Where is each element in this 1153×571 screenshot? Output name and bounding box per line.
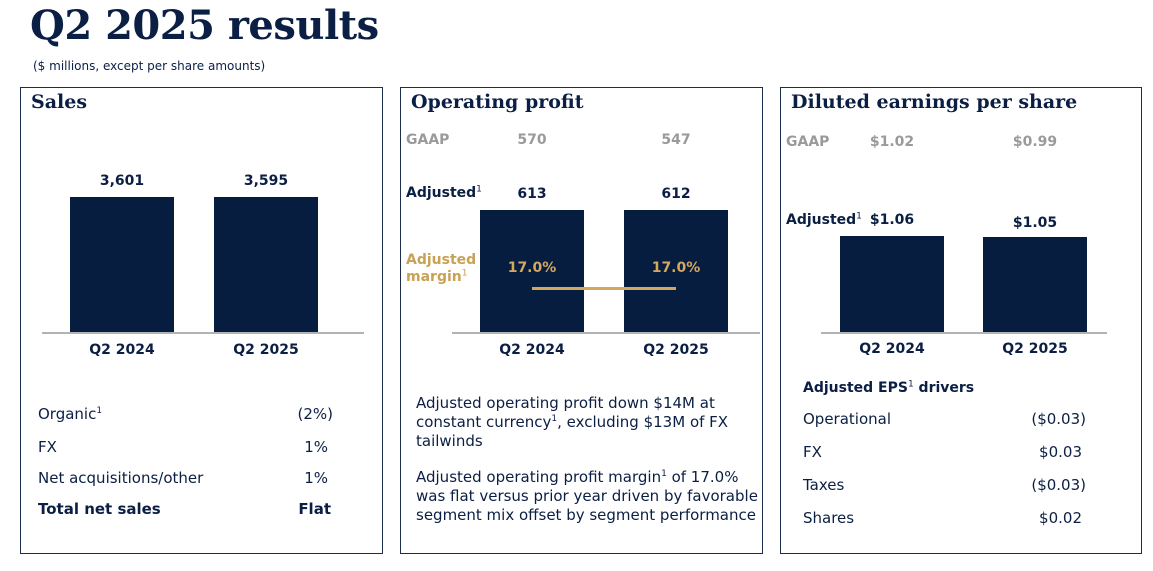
page-title: Q2 2025 results bbox=[30, 2, 379, 49]
x-axis-label: Q2 2024 bbox=[859, 341, 925, 357]
eps-driver-value: ($0.03) bbox=[1031, 476, 1086, 494]
eps-panel: Diluted earnings per share GAAP $1.02 $0… bbox=[780, 87, 1142, 554]
sales-panel: Sales 3,601 3,595 Q2 2024 Q2 2025 Organi… bbox=[20, 87, 383, 554]
eps-driver-label: FX bbox=[803, 443, 822, 461]
adjusted-label: Adjusted1 bbox=[406, 184, 482, 201]
gaap-label: GAAP bbox=[786, 134, 830, 150]
sales-row-label: FX bbox=[38, 438, 57, 456]
adjusted-label: Adjusted1 bbox=[786, 211, 862, 228]
adjusted-margin-label: Adjusted margin1 bbox=[406, 252, 477, 285]
commentary-paragraph: Adjusted operating profit margin1 of 17.… bbox=[416, 468, 758, 524]
page-subtitle: ($ millions, except per share amounts) bbox=[33, 59, 266, 73]
sales-bar-q2-2024 bbox=[70, 197, 174, 332]
eps-driver-label: Taxes bbox=[803, 476, 845, 494]
bar-value-label: 3,601 bbox=[99, 173, 145, 189]
x-axis-label: Q2 2024 bbox=[499, 342, 565, 358]
commentary-paragraph: Adjusted operating profit down $14M at c… bbox=[416, 394, 729, 450]
gaap-value: 570 bbox=[517, 132, 547, 148]
operating-profit-bar-q2-2025 bbox=[624, 210, 728, 332]
operating-profit-bar-q2-2024 bbox=[480, 210, 584, 332]
sales-row-value: 1% bbox=[304, 469, 328, 487]
eps-baseline bbox=[821, 332, 1107, 334]
sales-total-value: Flat bbox=[298, 500, 331, 518]
operating-profit-baseline bbox=[452, 332, 760, 334]
margin-trend-line bbox=[532, 287, 676, 290]
bar-value-label: $1.05 bbox=[1012, 215, 1058, 231]
eps-driver-value: $0.02 bbox=[1039, 509, 1082, 527]
bar-value-label: 3,595 bbox=[243, 173, 289, 189]
eps-bar-q2-2024 bbox=[840, 236, 944, 332]
eps-driver-value: ($0.03) bbox=[1031, 410, 1086, 428]
bar-value-label: $1.06 bbox=[869, 212, 915, 228]
gaap-value: $0.99 bbox=[1012, 134, 1058, 150]
sales-panel-title: Sales bbox=[31, 91, 88, 113]
bar-value-label: 613 bbox=[517, 186, 547, 202]
sales-row-label: Net acquisitions/other bbox=[38, 469, 204, 487]
eps-bar-q2-2025 bbox=[983, 237, 1087, 332]
bar-value-label: 612 bbox=[661, 186, 691, 202]
margin-value: 17.0% bbox=[507, 260, 557, 276]
gaap-value: 547 bbox=[661, 132, 691, 148]
gaap-label: GAAP bbox=[406, 132, 450, 148]
sales-row-label: Organic1 bbox=[38, 405, 103, 423]
margin-value: 17.0% bbox=[651, 260, 701, 276]
operating-profit-panel: Operating profit GAAP 570 547 Adjusted1 … bbox=[400, 87, 763, 554]
sales-row-value: (2%) bbox=[297, 405, 333, 423]
eps-driver-label: Operational bbox=[803, 410, 892, 428]
eps-driver-label: Shares bbox=[803, 509, 855, 527]
eps-panel-title: Diluted earnings per share bbox=[791, 91, 1078, 113]
x-axis-label: Q2 2024 bbox=[89, 342, 155, 358]
x-axis-label: Q2 2025 bbox=[1002, 341, 1068, 357]
sales-baseline bbox=[42, 332, 364, 334]
x-axis-label: Q2 2025 bbox=[643, 342, 709, 358]
sales-total-label: Total net sales bbox=[38, 500, 161, 518]
x-axis-label: Q2 2025 bbox=[233, 342, 299, 358]
sales-row-value: 1% bbox=[304, 438, 328, 456]
gaap-value: $1.02 bbox=[869, 134, 915, 150]
eps-drivers-title: Adjusted EPS1 drivers bbox=[803, 379, 975, 396]
operating-profit-panel-title: Operating profit bbox=[411, 91, 584, 113]
sales-bar-q2-2025 bbox=[214, 197, 318, 332]
eps-driver-value: $0.03 bbox=[1039, 443, 1082, 461]
